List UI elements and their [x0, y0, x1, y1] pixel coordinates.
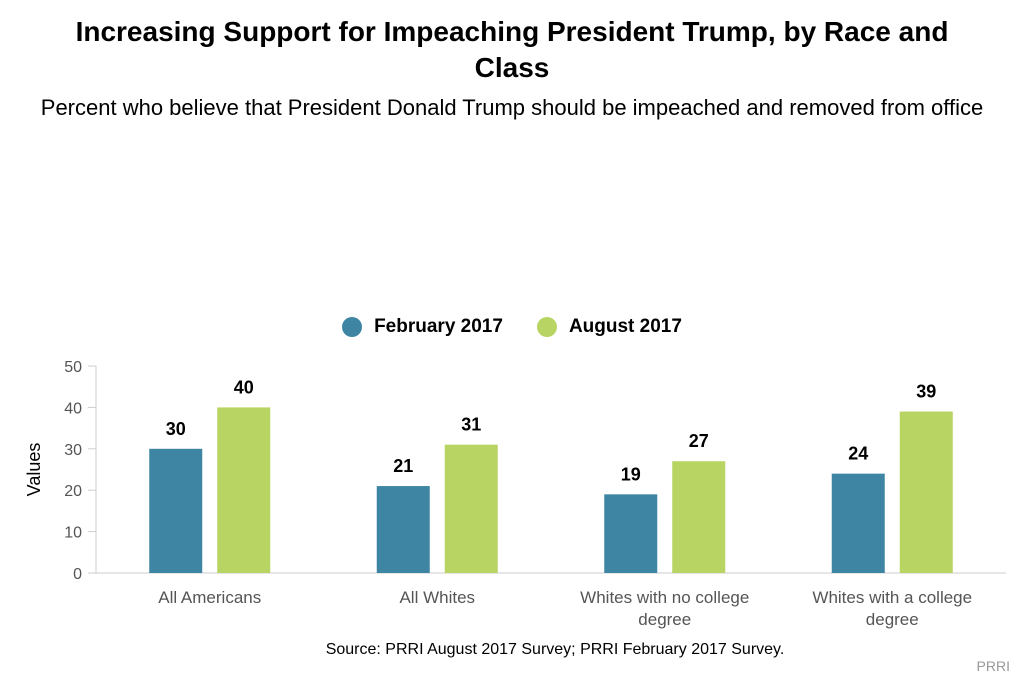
bar [376, 486, 430, 573]
bar [604, 494, 658, 573]
legend-item-february[interactable]: February 2017 [342, 316, 503, 338]
legend: February 2017 August 2017 [0, 316, 1024, 338]
x-tick-label: degree [866, 610, 919, 629]
legend-item-august[interactable]: August 2017 [536, 316, 682, 338]
y-tick-label: 40 [64, 400, 82, 417]
y-tick-label: 50 [64, 359, 82, 376]
bar [831, 473, 885, 573]
bar [899, 411, 953, 573]
y-tick-label: 0 [73, 566, 82, 583]
data-label: 40 [234, 377, 254, 397]
data-label: 24 [848, 444, 868, 464]
data-label: 30 [166, 419, 186, 439]
data-label: 19 [621, 464, 641, 484]
chart-title: Increasing Support for Impeaching Presid… [75, 16, 949, 83]
chart-subtitle: Percent who believe that President Donal… [40, 95, 984, 120]
data-label: 21 [393, 456, 413, 476]
data-label: 31 [461, 415, 481, 435]
bar [217, 407, 271, 573]
legend-label-august: August 2017 [568, 316, 682, 337]
x-tick-label: degree [638, 610, 691, 629]
source-note: Source: PRRI August 2017 Survey; PRRI Fe… [325, 641, 785, 658]
y-tick-label: 20 [64, 483, 82, 500]
x-tick-label: All Whites [399, 588, 475, 607]
credit-label: PRRI [976, 658, 1010, 674]
legend-label-february: February 2017 [374, 316, 503, 337]
y-tick-label: 30 [64, 442, 82, 459]
data-label: 39 [916, 382, 936, 402]
x-tick-label: Whites with no college [580, 588, 749, 607]
bar [149, 448, 203, 573]
legend-marker-february [342, 317, 363, 337]
bar [672, 461, 726, 573]
data-label: 27 [689, 431, 709, 451]
y-tick-label: 10 [64, 525, 82, 542]
bar [444, 444, 498, 573]
x-tick-label: Whites with a college [812, 588, 972, 607]
legend-marker-august [536, 317, 557, 337]
x-tick-label: All Americans [158, 588, 261, 607]
y-axis-title: Values [24, 443, 44, 497]
